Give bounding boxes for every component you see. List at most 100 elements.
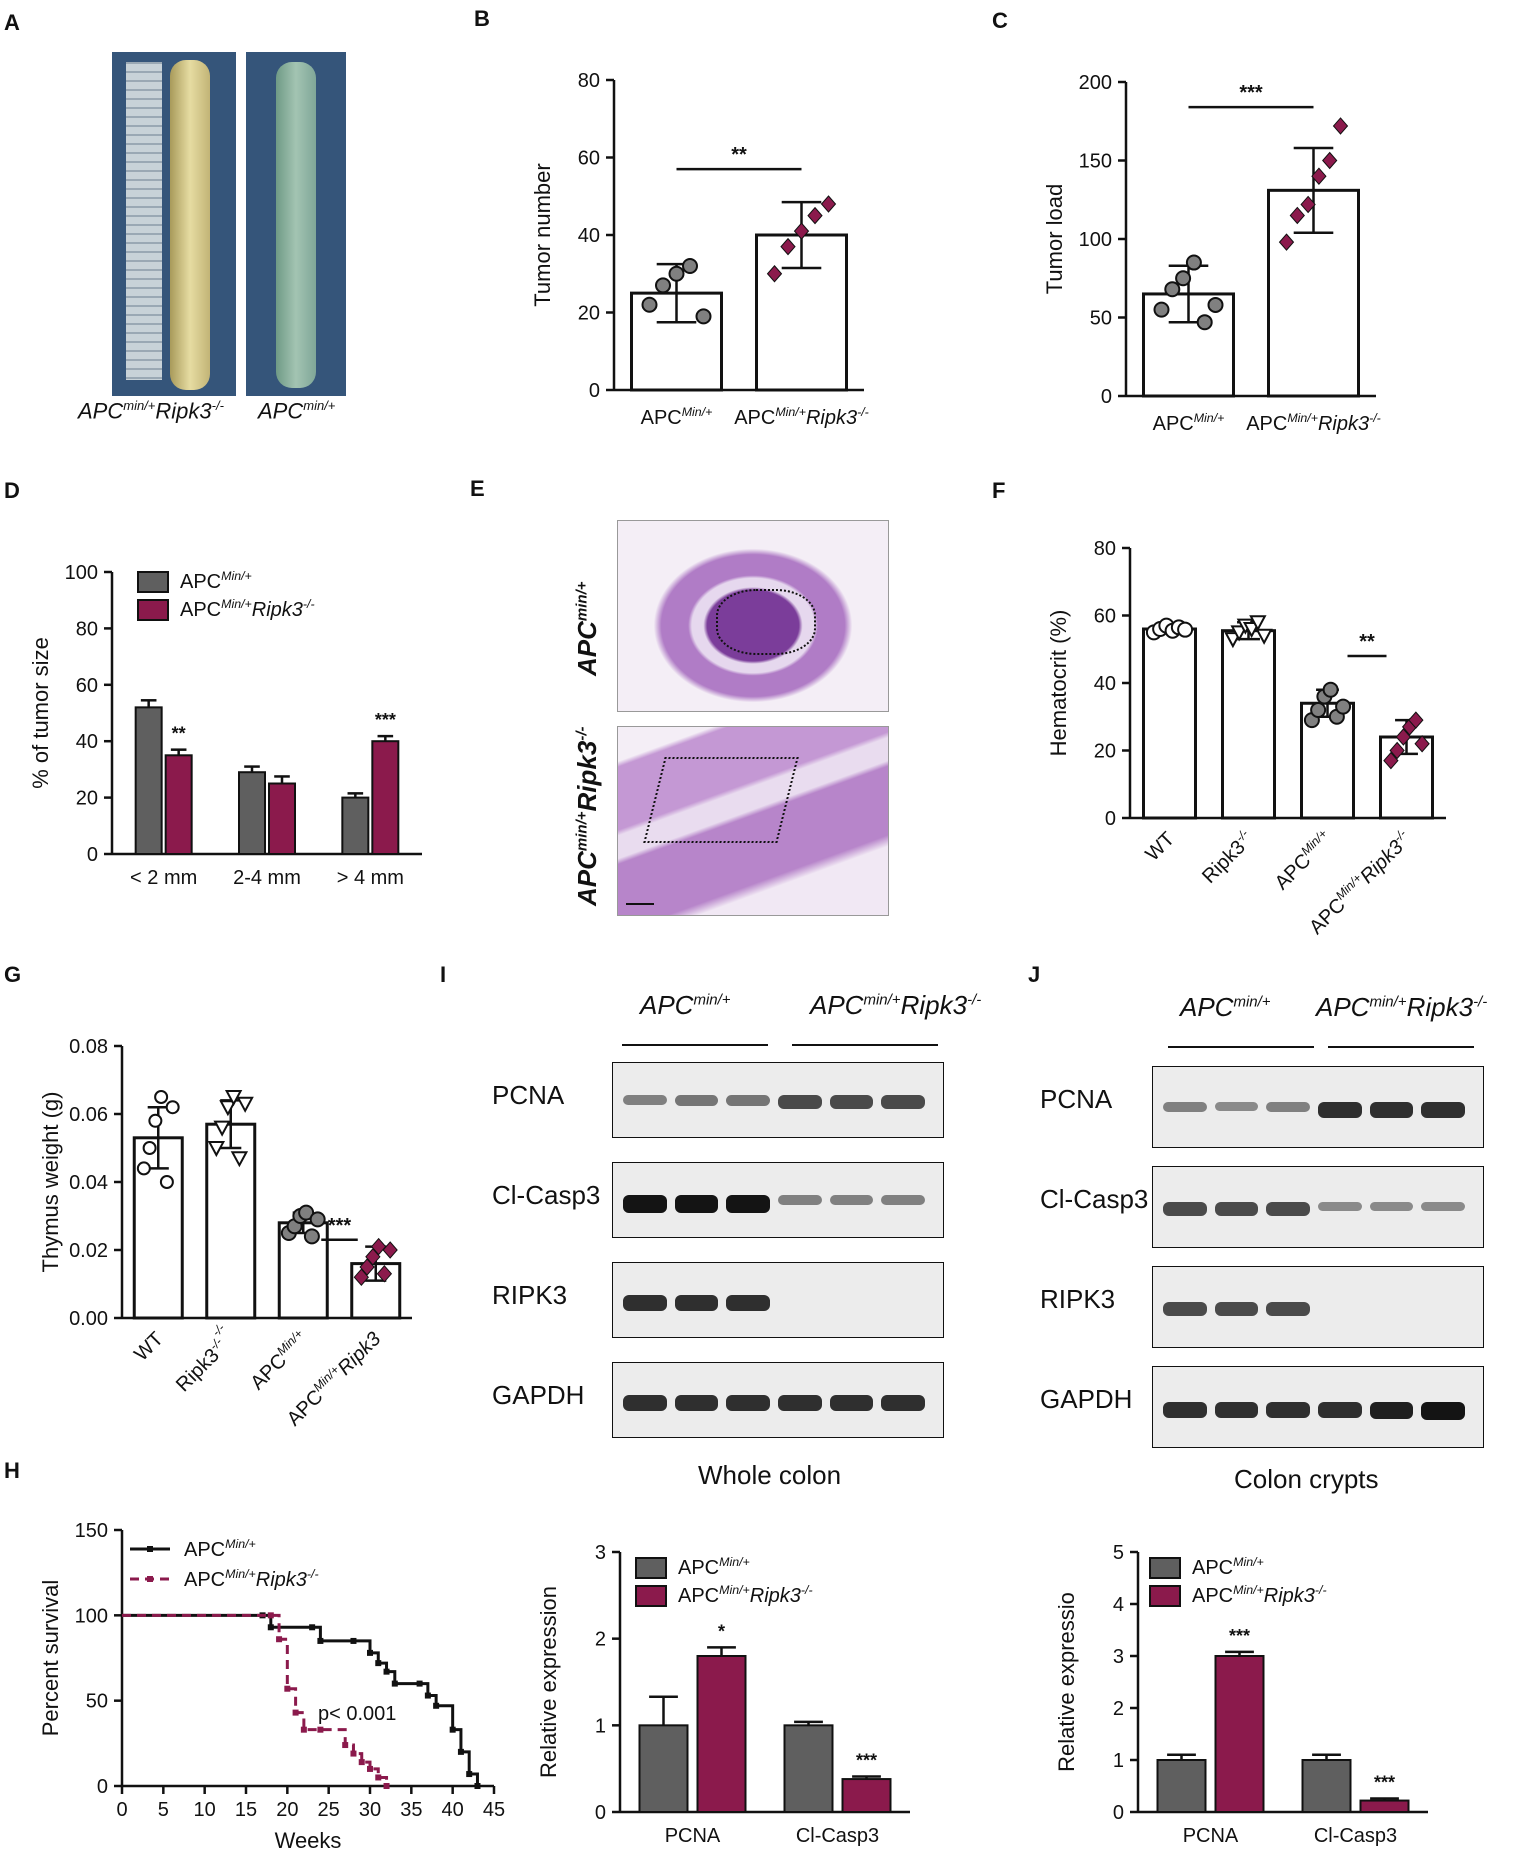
chart-H-legend-label: APCMin/+Ripk3-/- [184,1567,319,1591]
chart-H-censor-mark [276,1636,283,1643]
chart-H-annotation: p< 0.001 [318,1703,396,1725]
chart-C-x-tick-label-part: APC [1246,413,1287,435]
chart-G-sig-label: *** [328,1215,352,1237]
chart-F-sig-label: ** [1359,631,1375,653]
chart-H-censor-mark [375,1774,382,1781]
chart-G-data-point [236,1096,254,1113]
chart-C-y-tick-label: 0 [1101,386,1112,408]
colon-tissue-left [170,60,210,390]
chart-I_quant-sig-label: *** [856,1750,877,1770]
blot-band [1369,1202,1414,1212]
blot-i-group2: APCmin/+Ripk3-/- [810,990,982,1020]
blot-i-line2 [792,1044,938,1046]
chart-D-legend-label-part: Ripk3 [252,599,303,621]
blot-band-label: Cl-Casp3 [1040,1184,1149,1214]
blot-band [1163,1102,1207,1112]
chart-D-legend-label-part: APC [180,599,221,621]
chart-I_quant-sig-label: * [718,1621,725,1641]
chart-I_quant-legend-label-part: APC [678,1557,719,1579]
chart-F-bar [1221,629,1276,820]
colon-photo-right [246,52,346,396]
chart-C-y-axis-label: Tumor load [1042,184,1067,294]
chart-G-y-tick-label: 0.08 [69,1036,108,1058]
chart-D-legend-swatch [137,571,169,593]
chart-H-censor-mark [466,1771,473,1778]
chart-J_quant: 0 1 2 3 4 5 Relative expressio *** PCNA *** Cl-Cas… [1054,1542,1428,1847]
chart-F-data-point [1322,681,1339,698]
chart-D-y-tick-label: 60 [76,675,98,697]
chart-C-sig-label: *** [1239,82,1263,104]
blot-band [1369,1402,1414,1420]
chart-G-x-tick-label: WT [130,1328,168,1366]
chart-J_quant-y-tick-label: 4 [1113,1594,1124,1616]
blot-band [726,1295,770,1311]
chart-D-legend-label: APCMin/+ [180,569,252,593]
chart-H-censor-mark [300,1726,307,1733]
chart-C-x-tick-label-part: Ripk3 [1318,413,1369,435]
chart-J_quant-legend-label-part: Min/+ [1233,1555,1264,1569]
chart-B-y-tick-label: 0 [589,380,600,402]
chart-H-legend-label-part: APC [184,1569,225,1591]
panel-label-j: J [1028,962,1041,987]
chart-H-censor-mark [342,1742,349,1749]
chart-F-y-tick-label: 0 [1105,808,1116,830]
chart-J_quant-x-tick-label: Cl-Casp3 [1314,1825,1397,1847]
chart-I_quant-bar [841,1778,892,1813]
chart-I_quant-y-tick-label: 1 [595,1715,606,1737]
chart-C-data-point [1175,270,1192,287]
chart-J_quant-x-tick-label: PCNA [1183,1825,1239,1847]
chart-H-x-tick-label: 10 [194,1799,216,1821]
blot-band [1214,1402,1259,1418]
chart-G-data-point [359,1258,375,1276]
chart-H-censor-mark [391,1680,398,1687]
chart-D-y-tick-label: 0 [87,844,98,866]
blot-band [726,1395,770,1411]
chart-G-data-point [148,1113,163,1128]
chart-I_quant-y-axis-label: Relative expression [536,1586,561,1778]
chart-G-data-point [382,1241,398,1259]
blot-band [1163,1402,1207,1418]
chart-B-x-tick-label-part: Ripk3 [806,407,857,429]
chart-D: 0 20 40 60 80 100 % of tumor size ** < 2 mm 2-4 m… [28,562,422,889]
chart-J_quant-sig-label: *** [1229,1626,1250,1646]
blot-band-label: GAPDH [492,1380,585,1410]
chart-G-y-tick-label: 0.02 [69,1240,108,1262]
chart-B-data-point [766,264,783,283]
chart-H-x-tick-label: 25 [318,1799,340,1821]
chart-G-data-point [230,1151,249,1168]
chart-J_quant-legend-label-part: APC [1192,1585,1233,1607]
chart-F-data-point [1335,698,1352,715]
blot-band [726,1095,770,1106]
chart-D-bar [341,796,370,855]
blot-band [881,1195,925,1205]
chart-F-data-point [1395,728,1412,746]
chart-G-y-tick-label: 0.00 [69,1308,108,1330]
blot-j-group2: APCmin/+Ripk3-/- [1316,992,1488,1022]
chart-J_quant-legend-label: APCMin/+Ripk3-/- [1192,1583,1327,1607]
chart-H-y-tick-label: 100 [75,1605,108,1627]
blot-j-line1 [1168,1046,1314,1048]
chart-J_quant-legend-label-part: APC [1192,1557,1233,1579]
chart-H-x-tick-label: 45 [483,1799,505,1821]
chart-J_quant-y-tick-label: 0 [1113,1802,1124,1824]
chart-H-y-tick-label: 50 [86,1691,108,1713]
chart-D-x-tick-label: < 2 mm [130,867,197,889]
blot-band [623,1095,667,1105]
blot-band [623,1295,667,1311]
chart-C-data-point [1196,314,1213,331]
blot-band [674,1195,719,1213]
blot-band [674,1095,719,1106]
chart-I_quant-legend-label-part: -/- [801,1583,813,1597]
chart-G-data-point [159,1175,174,1189]
panel-label-a: A [4,10,20,35]
chart-B-y-tick-label: 40 [578,225,600,247]
chart-F-data-point [1255,628,1273,645]
histology-bottom [617,726,889,916]
chart-B-data-point [641,296,658,313]
chart-G-y-tick-label: 0.06 [69,1104,108,1126]
chart-B-y-axis-label: Tumor number [530,163,555,306]
ruler [126,62,162,380]
chart-F-data-point [1389,741,1405,760]
chart-F-x-tick-label-part: WT [1141,828,1179,866]
chart-H-y-tick-label: 0 [97,1776,108,1798]
